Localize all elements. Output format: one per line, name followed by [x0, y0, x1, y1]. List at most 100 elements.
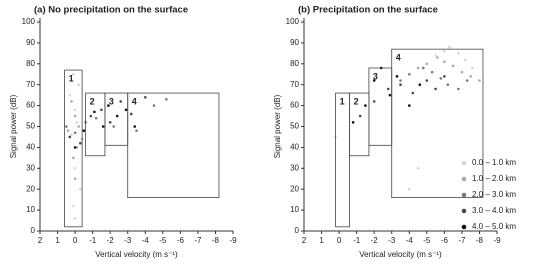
- point: [411, 91, 415, 95]
- x-tick-label: -1: [353, 236, 361, 245]
- point: [469, 75, 472, 78]
- x-tick-label: -7: [194, 236, 202, 245]
- point: [73, 114, 77, 118]
- point: [434, 54, 437, 57]
- point: [399, 79, 402, 82]
- point: [94, 116, 98, 120]
- x-tick-label: -5: [159, 236, 167, 245]
- x-tick-label: -3: [124, 236, 132, 245]
- x-tick-label: 1: [319, 236, 324, 245]
- point: [407, 187, 411, 191]
- x-tick-label: -4: [142, 236, 150, 245]
- point: [464, 58, 467, 61]
- y-tick-label: 100: [22, 17, 36, 26]
- x-axis-label: Vertical velocity (m s⁻¹): [359, 250, 442, 259]
- point: [460, 70, 464, 74]
- x-tick-label: -2: [107, 236, 115, 245]
- point: [70, 100, 73, 103]
- x-tick-label: -6: [177, 236, 185, 245]
- point: [68, 93, 72, 97]
- point: [152, 104, 156, 107]
- point: [73, 108, 77, 112]
- legend-marker: [461, 224, 467, 230]
- region-box: [85, 92, 106, 157]
- point: [129, 112, 133, 116]
- legend-marker: [461, 160, 467, 166]
- y-tick-label: 0: [31, 226, 36, 235]
- point: [101, 125, 105, 128]
- x-tick-label: -7: [458, 236, 466, 245]
- x-axis-label: Vertical velocity (m s⁻¹): [95, 250, 178, 259]
- point: [68, 135, 72, 139]
- point: [72, 72, 75, 76]
- x-tick-label: -6: [441, 236, 449, 245]
- x-tick-label: -4: [406, 236, 414, 245]
- y-tick-label: 30: [290, 163, 299, 172]
- y-tick-label: 20: [290, 184, 299, 193]
- y-tick-label: 40: [290, 143, 299, 152]
- point: [70, 133, 73, 137]
- point: [133, 125, 137, 128]
- point: [66, 129, 70, 132]
- region-box: [64, 69, 83, 228]
- region-label: 3: [109, 96, 114, 106]
- point: [351, 121, 355, 124]
- y-tick-label: 10: [290, 205, 299, 214]
- point: [364, 104, 367, 107]
- point: [425, 79, 429, 82]
- y-tick-label: 30: [26, 163, 35, 172]
- region-box: [127, 92, 220, 198]
- point: [386, 87, 390, 91]
- point: [399, 83, 402, 86]
- point: [358, 114, 362, 118]
- point: [75, 121, 79, 124]
- region-box: [391, 48, 484, 198]
- point: [112, 125, 115, 128]
- y-axis-label: Signal power (dB): [9, 94, 18, 158]
- point: [418, 83, 422, 86]
- legend-label: 1.0 – 2.0 km: [472, 174, 516, 183]
- point: [119, 100, 123, 103]
- legend-label: 3.0 – 4.0 km: [472, 206, 516, 215]
- point: [135, 129, 138, 132]
- y-tick-label: 50: [290, 122, 299, 131]
- x-tick-label: -3: [388, 236, 396, 245]
- point: [124, 108, 128, 112]
- point: [143, 95, 147, 99]
- region-label: 4: [132, 96, 137, 106]
- y-tick-label: 100: [286, 17, 300, 26]
- point: [446, 83, 450, 86]
- point: [89, 114, 93, 118]
- y-tick-label: 50: [26, 122, 35, 131]
- y-tick-label: 10: [26, 205, 35, 214]
- x-tick-label: -9: [493, 236, 501, 245]
- x-tick-label: -8: [212, 236, 220, 245]
- point: [471, 66, 474, 70]
- y-tick-label: 70: [290, 80, 299, 89]
- y-tick-label: 60: [290, 101, 299, 110]
- y-tick-label: 0: [295, 226, 300, 235]
- x-tick-label: -5: [423, 236, 431, 245]
- legend-label: 2.0 – 3.0 km: [472, 190, 516, 199]
- point: [416, 66, 420, 70]
- point: [73, 146, 77, 149]
- point: [388, 93, 392, 97]
- point: [422, 66, 425, 70]
- point: [82, 129, 86, 132]
- y-tick-label: 70: [26, 80, 35, 89]
- x-tick-label: 1: [55, 236, 60, 245]
- point: [457, 87, 460, 91]
- point: [73, 131, 77, 135]
- x-tick-label: 0: [337, 236, 342, 245]
- region-label: 3: [373, 71, 378, 81]
- point: [73, 217, 77, 220]
- point: [407, 72, 411, 76]
- x-tick-label: -2: [371, 236, 379, 245]
- point: [465, 79, 469, 82]
- legend-marker: [461, 176, 467, 182]
- y-axis-label: Signal power (dB): [273, 94, 282, 158]
- point: [443, 60, 446, 64]
- point: [73, 177, 77, 181]
- y-tick-label: 20: [26, 184, 35, 193]
